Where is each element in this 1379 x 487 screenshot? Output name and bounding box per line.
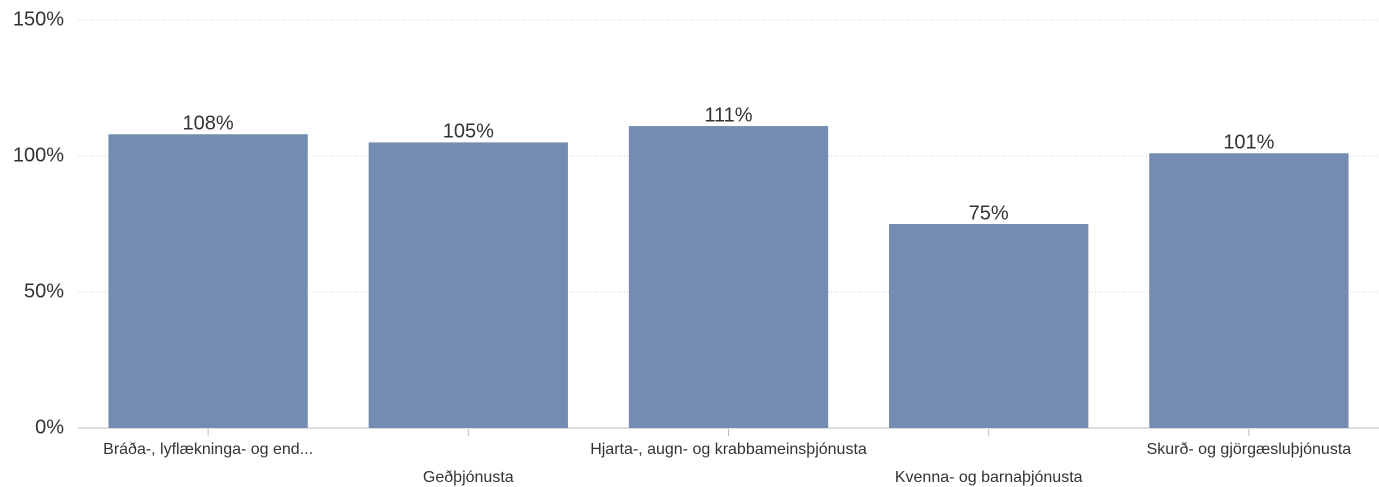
value-label: 105% — [443, 121, 494, 143]
x-tick-label: Kvenna- og barnaþjónusta — [895, 469, 1083, 486]
x-tick-label: Skurð- og gjörgæsluþjónusta — [1147, 441, 1352, 458]
value-label: 75% — [969, 202, 1009, 224]
y-tick-label: 0% — [35, 416, 64, 438]
bar — [1149, 153, 1349, 428]
y-tick-label: 150% — [13, 8, 64, 30]
bar — [368, 142, 568, 428]
value-label: 108% — [183, 113, 234, 135]
x-tick-label: Geðþjónusta — [423, 469, 514, 486]
bar — [108, 134, 308, 429]
value-label: 111% — [704, 104, 752, 126]
y-tick-label: 50% — [24, 280, 64, 302]
y-tick-label: 100% — [13, 144, 64, 166]
x-tick-label: Hjarta-, augn- og krabbameinsþjónusta — [590, 441, 867, 458]
x-tick-label: Bráða-, lyflækninga- og end... — [103, 441, 313, 458]
bar — [889, 224, 1089, 428]
value-label: 101% — [1223, 132, 1274, 154]
bar — [628, 126, 829, 428]
